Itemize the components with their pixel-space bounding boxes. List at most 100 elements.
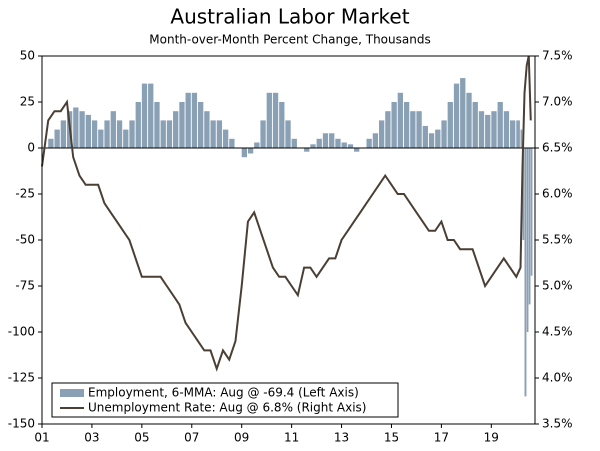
bar xyxy=(397,92,404,148)
bar xyxy=(291,138,297,148)
bar xyxy=(148,83,154,148)
bar xyxy=(435,129,441,148)
bar xyxy=(416,111,422,148)
bar xyxy=(85,114,91,148)
bar xyxy=(54,129,60,148)
bar xyxy=(428,133,435,148)
y-tick-label: -75 xyxy=(15,279,35,293)
bar xyxy=(141,83,148,148)
y-tick-label: -150 xyxy=(8,417,35,431)
y2-tick-label: 3.5% xyxy=(542,417,573,431)
bar xyxy=(530,148,533,276)
bar xyxy=(204,111,210,148)
line xyxy=(41,55,532,372)
bar xyxy=(441,120,447,148)
bar xyxy=(247,148,254,154)
x-tick-label: 11 xyxy=(284,431,299,445)
chart-title: Australian Labor Market xyxy=(170,5,409,29)
bar xyxy=(422,125,428,148)
bar xyxy=(378,120,385,148)
bar xyxy=(241,148,248,158)
bar xyxy=(503,111,510,148)
x-tick-label: 05 xyxy=(134,431,149,445)
bar xyxy=(322,133,329,148)
bar xyxy=(179,102,185,148)
y-tick-label: -125 xyxy=(8,371,35,385)
bar xyxy=(123,129,129,148)
y-tick-label: -100 xyxy=(8,325,35,339)
legend-label: Employment, 6-MMA: Aug @ -69.4 (Left Axi… xyxy=(88,386,359,400)
bar xyxy=(516,120,520,148)
bar xyxy=(154,102,160,148)
bar xyxy=(304,148,310,152)
bar xyxy=(285,120,291,148)
y2-tick-label: 4.5% xyxy=(542,325,573,339)
x-tick-label: 15 xyxy=(384,431,399,445)
bar xyxy=(385,111,391,148)
bar xyxy=(341,142,347,148)
bar xyxy=(210,120,216,148)
bar xyxy=(347,144,354,148)
y-tick-label: -25 xyxy=(15,187,35,201)
bar xyxy=(135,102,141,148)
bar xyxy=(410,111,416,148)
x-tick-label: 09 xyxy=(234,431,249,445)
bar xyxy=(98,129,104,148)
bar xyxy=(260,120,266,148)
bar xyxy=(526,148,529,332)
bar xyxy=(73,107,79,148)
bar xyxy=(497,102,503,148)
bar xyxy=(354,148,360,152)
legend-swatch xyxy=(60,389,84,397)
bar xyxy=(110,111,116,148)
bar xyxy=(129,120,135,148)
bar xyxy=(91,120,98,148)
bar xyxy=(522,148,525,240)
bar xyxy=(216,120,223,148)
bar xyxy=(478,111,485,148)
bar xyxy=(472,102,478,148)
bar xyxy=(520,129,523,148)
bar xyxy=(229,138,235,148)
bar xyxy=(198,102,204,148)
bar xyxy=(391,102,397,148)
bar xyxy=(403,102,410,148)
y2-tick-label: 6.5% xyxy=(542,141,573,155)
x-tick-label: 01 xyxy=(34,431,49,445)
y2-tick-label: 7.0% xyxy=(542,95,573,109)
bar xyxy=(524,148,527,397)
bar xyxy=(116,120,123,148)
bar xyxy=(254,142,260,148)
legend: Employment, 6-MMA: Aug @ -69.4 (Left Axi… xyxy=(51,382,399,418)
y2-tick-label: 7.5% xyxy=(542,49,573,63)
bar xyxy=(48,138,54,148)
y2-tick-label: 6.0% xyxy=(542,187,573,201)
bar xyxy=(266,92,272,148)
bar xyxy=(310,144,316,148)
bar xyxy=(466,92,472,148)
bar xyxy=(366,138,372,148)
bar xyxy=(160,120,166,148)
bar xyxy=(191,92,198,148)
y2-tick-label: 4.0% xyxy=(542,371,573,385)
x-tick-label: 19 xyxy=(484,431,499,445)
bar xyxy=(166,120,173,148)
bar xyxy=(79,111,85,148)
y2-tick-label: 5.0% xyxy=(542,279,573,293)
legend-label: Unemployment Rate: Aug @ 6.8% (Right Axi… xyxy=(88,401,366,415)
bar xyxy=(222,129,229,148)
bar xyxy=(279,102,285,148)
bar xyxy=(335,138,341,148)
y-tick-label: 25 xyxy=(20,95,35,109)
bar xyxy=(485,114,491,148)
bar xyxy=(460,78,466,148)
bar xyxy=(329,133,335,148)
bar xyxy=(104,120,110,148)
bar xyxy=(173,111,179,148)
y2-tick-label: 5.5% xyxy=(542,233,573,247)
bar xyxy=(372,133,379,148)
chart-subtitle: Month-over-Month Percent Change, Thousan… xyxy=(149,33,430,47)
bar xyxy=(491,111,497,148)
bar xyxy=(185,92,191,148)
